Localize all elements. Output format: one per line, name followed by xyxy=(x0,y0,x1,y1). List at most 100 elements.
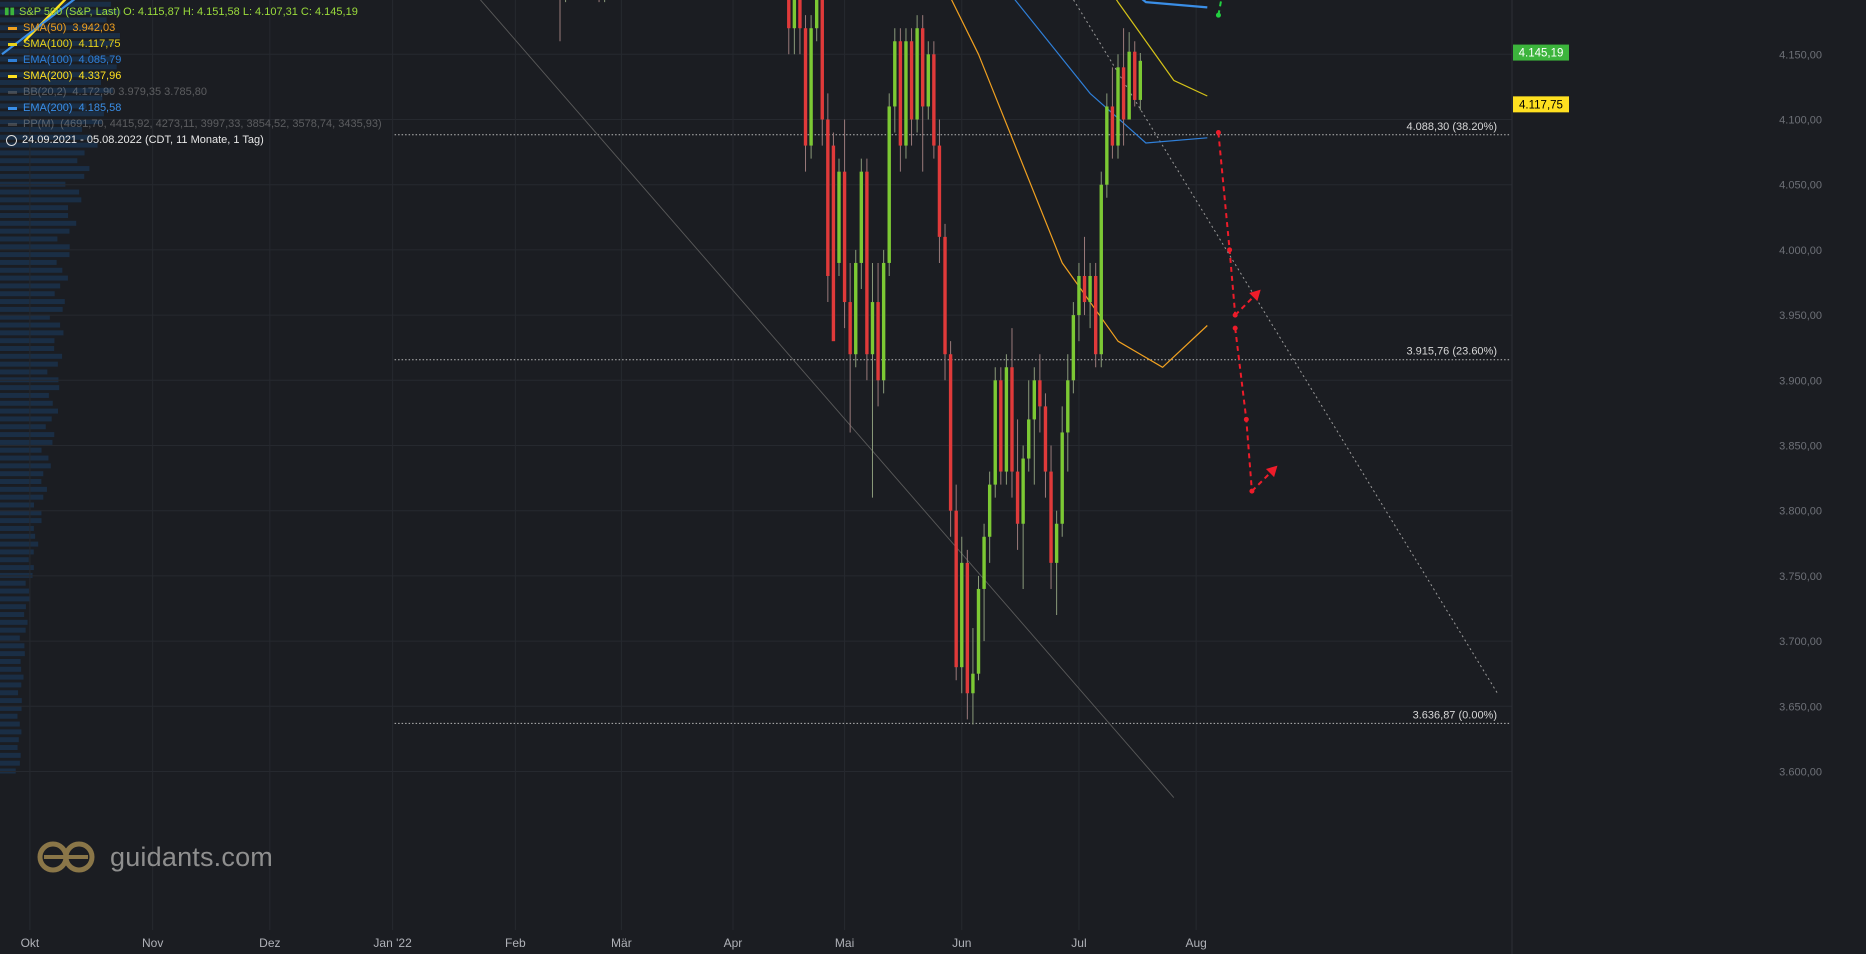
volume-profile-bar xyxy=(0,690,19,696)
volume-profile-bar xyxy=(0,400,53,406)
legend-indicator-row[interactable]: SMA(100) 4.117,75 xyxy=(4,36,382,52)
volume-profile-bar xyxy=(0,64,117,70)
candle-body xyxy=(854,262,858,355)
volume-profile-bar xyxy=(0,635,20,641)
legend-indicator-label: EMA(200) xyxy=(23,102,73,114)
moving-average-line xyxy=(951,0,1208,368)
volume-profile-bar xyxy=(0,40,115,46)
legend-indicator-row[interactable]: SMA(50) 3.942,03 xyxy=(4,20,382,36)
volume-profile-bar xyxy=(0,486,47,492)
trendlines[interactable] xyxy=(393,0,1498,798)
legend-indicator-row[interactable]: SMA(200) 4.337,96 xyxy=(4,68,382,84)
candle-body xyxy=(1116,67,1120,146)
chart-legend: ▮▮ S&P 500 (S&P, Last) O: 4.115,87 H: 4.… xyxy=(4,4,382,148)
legend-indicator-value: 4.185,58 xyxy=(78,102,122,114)
guidants-logo: guidants.com xyxy=(36,838,273,876)
candle-body xyxy=(915,28,919,120)
candle-body xyxy=(1027,419,1031,459)
x-tick-label: Nov xyxy=(142,936,163,950)
price-badge xyxy=(1513,96,1569,113)
candle-body xyxy=(1127,51,1131,120)
volume-profile-bar xyxy=(0,651,25,657)
volume-profile-bar xyxy=(0,353,63,359)
legend-indicator-label: SMA(200) xyxy=(23,70,73,82)
volume-profile-bar xyxy=(0,291,55,297)
x-tick-label: Jun xyxy=(952,936,971,950)
candle-body xyxy=(859,171,864,263)
fib-level-label: 3.915,76 (23.60%) xyxy=(1406,346,1497,358)
volume-profile-bar xyxy=(0,455,49,461)
candle-body xyxy=(1121,67,1126,120)
price-badges: 4.688,634.337,964.145,194.117,75 xyxy=(1513,44,1569,113)
volume-profile-bar xyxy=(0,721,20,727)
y-tick-label: 4.150,00 xyxy=(1779,49,1822,61)
trendline[interactable] xyxy=(448,0,1175,798)
volume-profile-bar xyxy=(0,627,26,633)
volume-profile-bar xyxy=(0,189,80,195)
projection-point xyxy=(1215,12,1221,18)
volume-profile-bar xyxy=(0,510,42,516)
candle-body xyxy=(837,171,841,263)
candle-body xyxy=(926,54,930,107)
projection-arrows[interactable] xyxy=(1215,0,1278,494)
volume-profile-bar xyxy=(0,682,22,688)
legend-indicator-value: 3.942,03 xyxy=(72,22,116,34)
volume-profile-bar xyxy=(0,134,92,140)
volume-profile-bar xyxy=(0,1,111,7)
candle-body xyxy=(1093,275,1098,355)
volume-profile-bar xyxy=(0,612,25,618)
volume-profile-bar xyxy=(0,619,28,625)
candle-body xyxy=(932,54,936,146)
volume-profile-bar xyxy=(0,494,44,500)
volume-profile-bar xyxy=(0,424,46,430)
x-tick-label: Mai xyxy=(835,936,854,950)
volume-profile-bar xyxy=(0,463,51,469)
candle-body xyxy=(993,380,997,485)
volume-profile-bar xyxy=(0,760,20,766)
volume-profile-bar xyxy=(0,346,55,352)
volume-profile-bar xyxy=(0,432,55,438)
volume-profile-bar xyxy=(0,158,78,164)
price-axis[interactable]: 3.600,00 3.650,00 3.700,00 3.750,00 3.800,00… xyxy=(1511,0,1866,954)
arrowhead-icon xyxy=(1265,465,1278,478)
legend-indicator-value: 4.172,90 3.979,35 3.785,80 xyxy=(72,86,207,98)
legend-indicator-row[interactable]: PP(M) (4691,70, 4415,92, 4273,11, 3997,33… xyxy=(4,116,382,132)
candle-body xyxy=(1004,367,1009,472)
candle-body xyxy=(1138,60,1143,100)
candle-body xyxy=(1049,471,1053,563)
legend-indicator-row[interactable]: EMA(100) 4.085,79 xyxy=(4,52,382,68)
grid xyxy=(0,0,1512,930)
candle-body xyxy=(887,106,891,263)
volume-profile-bar xyxy=(0,737,19,743)
candle-body xyxy=(831,145,836,342)
candle-body xyxy=(1099,184,1103,355)
candle-body xyxy=(881,262,886,381)
legend-indicator-row[interactable]: EMA(200) 4.185,58 xyxy=(4,100,382,116)
volume-profile-bar xyxy=(0,267,63,273)
y-tick-label: 3.600,00 xyxy=(1779,767,1822,779)
guidants-logo-icon xyxy=(37,841,95,873)
volume-profile-bar xyxy=(0,173,85,179)
volume-profile-bar xyxy=(0,729,22,735)
legend-indicator-row[interactable]: BB(20,2) 4.172,90 3.979,35 3.785,80 xyxy=(4,84,382,100)
projection-point xyxy=(1243,416,1249,422)
legend-range-row: 24.09.2021 - 05.08.2022 (CDT, 11 Monate,… xyxy=(4,132,382,148)
volume-profile-bar xyxy=(0,220,77,226)
candle-body xyxy=(987,484,992,537)
fib-level-label: 4.088,30 (38.20%) xyxy=(1406,121,1497,133)
candle-body xyxy=(904,41,908,146)
legend-color-swatch xyxy=(8,58,17,62)
time-axis[interactable]: Okt Nov Dez Jan '22 Feb Mär Apr Mai Jun Jul Aug xyxy=(21,936,1207,950)
y-tick-label: 3.850,00 xyxy=(1779,441,1822,453)
candle-body xyxy=(792,0,797,29)
legend-indicator-label: PP(M) xyxy=(23,118,55,130)
legend-color-swatch xyxy=(8,42,17,46)
price-badge xyxy=(1513,44,1569,61)
x-tick-label: Okt xyxy=(21,936,40,950)
volume-profile-bar xyxy=(0,643,25,649)
legend-main-row[interactable]: ▮▮ S&P 500 (S&P, Last) O: 4.115,87 H: 4.… xyxy=(4,4,382,20)
projection-point xyxy=(1232,325,1238,331)
candle-body xyxy=(826,119,830,276)
candle-body xyxy=(1054,523,1059,563)
